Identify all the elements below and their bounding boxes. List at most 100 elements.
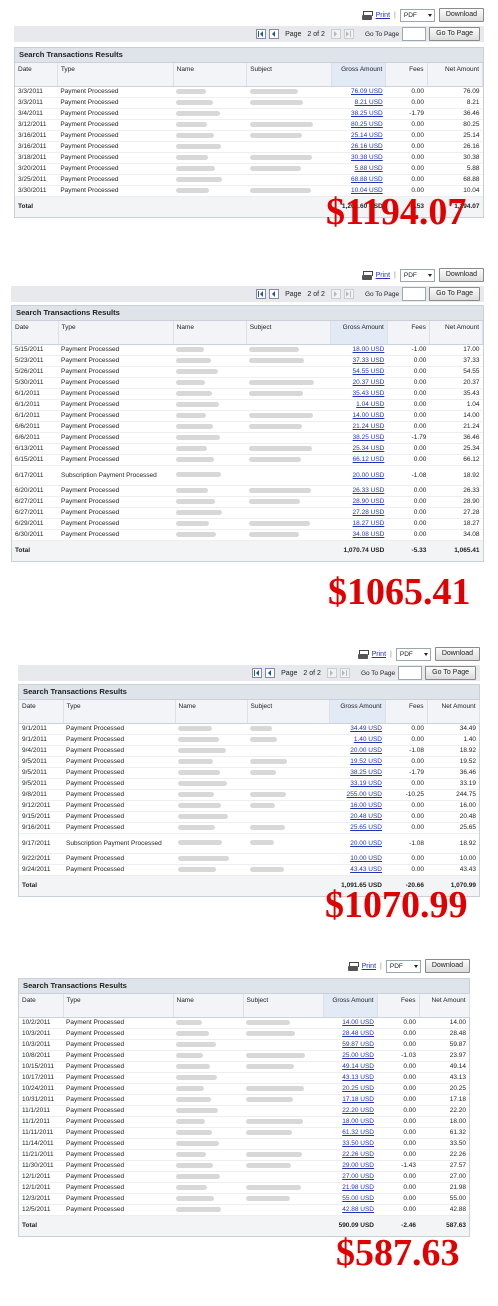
- cell-gross-amount[interactable]: 20.48 USD: [329, 811, 385, 823]
- previous-page-icon[interactable]: [265, 668, 276, 678]
- gross-amount-link[interactable]: 26.16 USD: [350, 143, 383, 150]
- print-link[interactable]: Print: [375, 11, 391, 19]
- cell-gross-amount[interactable]: 26.33 USD: [330, 485, 388, 497]
- column-header-gross-amount[interactable]: Gross Amount: [323, 994, 378, 1018]
- cell-gross-amount[interactable]: 35.43 USD: [330, 388, 388, 400]
- cell-gross-amount[interactable]: 22.20 USD: [323, 1105, 377, 1117]
- cell-gross-amount[interactable]: 27.00 USD: [323, 1171, 377, 1183]
- column-header-date[interactable]: Date: [19, 994, 64, 1018]
- column-header-fees[interactable]: Fees: [377, 994, 420, 1018]
- cell-gross-amount[interactable]: 20.25 USD: [323, 1083, 377, 1095]
- gross-amount-link[interactable]: 20.48 USD: [350, 813, 382, 820]
- download-button[interactable]: Download: [424, 959, 470, 973]
- gross-amount-link[interactable]: 27.28 USD: [352, 509, 385, 516]
- column-header-name[interactable]: Name: [175, 700, 248, 724]
- cell-gross-amount[interactable]: 14.00 USD: [323, 1017, 377, 1029]
- first-page-icon[interactable]: [252, 668, 263, 678]
- printer-icon[interactable]: [347, 961, 359, 971]
- goto-page-button[interactable]: Go To Page: [429, 27, 480, 41]
- gross-amount-link[interactable]: 1.04 USD: [356, 401, 385, 408]
- gross-amount-link[interactable]: 18.27 USD: [352, 520, 385, 527]
- gross-amount-link[interactable]: 34.49 USD: [350, 725, 382, 732]
- cell-gross-amount[interactable]: 34.49 USD: [329, 723, 385, 735]
- cell-gross-amount[interactable]: 25.14 USD: [331, 130, 386, 142]
- gross-amount-link[interactable]: 8.21 USD: [354, 99, 383, 106]
- column-header-net-amount[interactable]: Net Amount: [427, 700, 480, 724]
- cell-gross-amount[interactable]: 20.00 USD: [329, 833, 385, 854]
- column-header-subject[interactable]: Subject: [247, 700, 330, 724]
- cell-gross-amount[interactable]: 28.48 USD: [323, 1028, 377, 1040]
- column-header-subject[interactable]: Subject: [246, 63, 332, 87]
- gross-amount-link[interactable]: 38.25 USD: [350, 110, 383, 117]
- gross-amount-link[interactable]: 49.14 USD: [342, 1063, 374, 1070]
- first-page-icon[interactable]: [256, 289, 267, 299]
- previous-page-icon[interactable]: [269, 29, 280, 39]
- gross-amount-link[interactable]: 54.55 USD: [352, 368, 385, 375]
- gross-amount-link[interactable]: 37.33 USD: [352, 357, 385, 364]
- column-header-name[interactable]: Name: [173, 63, 248, 87]
- previous-page-icon[interactable]: [269, 289, 280, 299]
- column-header-fees[interactable]: Fees: [387, 321, 430, 345]
- gross-amount-link[interactable]: 20.00 USD: [350, 747, 382, 754]
- cell-gross-amount[interactable]: 49.14 USD: [323, 1061, 377, 1073]
- cell-gross-amount[interactable]: 33.19 USD: [329, 778, 385, 790]
- cell-gross-amount[interactable]: 33.50 USD: [323, 1138, 377, 1150]
- cell-gross-amount[interactable]: 16.00 USD: [329, 800, 385, 812]
- gross-amount-link[interactable]: 25.34 USD: [352, 445, 385, 452]
- column-header-type[interactable]: Type: [58, 321, 174, 345]
- cell-gross-amount[interactable]: 68.88 USD: [331, 174, 386, 186]
- goto-page-input[interactable]: [402, 287, 427, 301]
- download-button[interactable]: Download: [438, 268, 484, 282]
- gross-amount-link[interactable]: 17.18 USD: [342, 1096, 374, 1103]
- last-page-icon[interactable]: [343, 29, 354, 39]
- cell-gross-amount[interactable]: 20.37 USD: [330, 377, 388, 389]
- gross-amount-link[interactable]: 28.48 USD: [342, 1030, 374, 1037]
- column-header-net-amount[interactable]: Net Amount: [429, 321, 484, 345]
- gross-amount-link[interactable]: 29.00 USD: [342, 1162, 374, 1169]
- gross-amount-link[interactable]: 59.87 USD: [342, 1041, 374, 1048]
- cell-gross-amount[interactable]: 61.32 USD: [323, 1127, 377, 1139]
- cell-gross-amount[interactable]: 43.43 USD: [329, 864, 385, 876]
- gross-amount-link[interactable]: 80.25 USD: [350, 121, 383, 128]
- cell-gross-amount[interactable]: 25.34 USD: [330, 443, 388, 455]
- gross-amount-link[interactable]: 68.88 USD: [350, 176, 383, 183]
- print-link[interactable]: Print: [371, 650, 387, 658]
- cell-gross-amount[interactable]: 38.25 USD: [331, 108, 386, 120]
- gross-amount-link[interactable]: 20.00 USD: [352, 471, 385, 479]
- cell-gross-amount[interactable]: 25.65 USD: [329, 822, 385, 834]
- gross-amount-link[interactable]: 22.26 USD: [342, 1151, 374, 1158]
- cell-gross-amount[interactable]: 20.00 USD: [330, 465, 388, 486]
- column-header-date[interactable]: Date: [12, 321, 59, 345]
- gross-amount-link[interactable]: 27.00 USD: [342, 1173, 374, 1180]
- gross-amount-link[interactable]: 43.13 USD: [342, 1074, 374, 1081]
- gross-amount-link[interactable]: 14.00 USD: [342, 1019, 374, 1026]
- column-header-subject[interactable]: Subject: [246, 321, 331, 345]
- cell-gross-amount[interactable]: 8.21 USD: [331, 97, 386, 109]
- cell-gross-amount[interactable]: 21.98 USD: [323, 1182, 377, 1194]
- column-header-net-amount[interactable]: Net Amount: [419, 994, 470, 1018]
- cell-gross-amount[interactable]: 59.87 USD: [323, 1039, 377, 1051]
- cell-gross-amount[interactable]: 1.40 USD: [329, 734, 385, 746]
- cell-gross-amount[interactable]: 30.38 USD: [331, 152, 386, 164]
- cell-gross-amount[interactable]: 43.13 USD: [323, 1072, 377, 1084]
- goto-page-button[interactable]: Go To Page: [425, 666, 476, 680]
- cell-gross-amount[interactable]: 5.88 USD: [331, 163, 386, 175]
- column-header-type[interactable]: Type: [63, 700, 176, 724]
- column-header-date[interactable]: Date: [15, 63, 58, 87]
- format-select[interactable]: PDF: [399, 268, 435, 282]
- column-header-gross-amount[interactable]: Gross Amount: [329, 700, 386, 724]
- gross-amount-link[interactable]: 28.90 USD: [352, 498, 385, 505]
- cell-gross-amount[interactable]: 80.25 USD: [331, 119, 386, 131]
- gross-amount-link[interactable]: 33.50 USD: [342, 1140, 374, 1147]
- gross-amount-link[interactable]: 55.00 USD: [342, 1195, 374, 1202]
- gross-amount-link[interactable]: 30.38 USD: [350, 154, 383, 161]
- first-page-icon[interactable]: [256, 29, 267, 39]
- gross-amount-link[interactable]: 19.52 USD: [350, 758, 382, 765]
- cell-gross-amount[interactable]: 25.00 USD: [323, 1050, 377, 1062]
- cell-gross-amount[interactable]: 38.25 USD: [330, 432, 388, 444]
- format-select[interactable]: PDF: [385, 959, 421, 973]
- cell-gross-amount[interactable]: 255.00 USD: [329, 789, 385, 801]
- gross-amount-link[interactable]: 38.25 USD: [352, 434, 385, 441]
- gross-amount-link[interactable]: 35.43 USD: [352, 390, 385, 397]
- gross-amount-link[interactable]: 20.00 USD: [350, 839, 382, 847]
